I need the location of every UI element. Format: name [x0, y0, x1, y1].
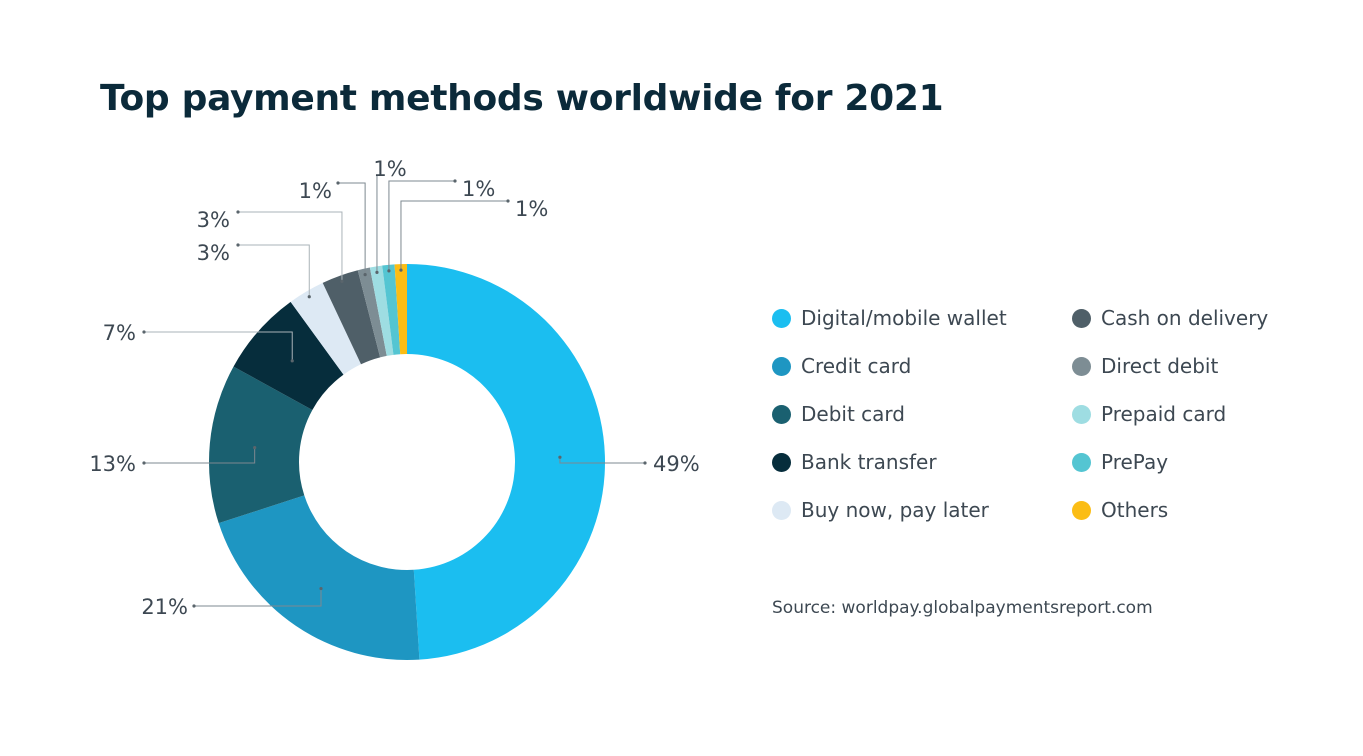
- leader-dot-debit-card: [253, 446, 257, 450]
- chart-title: Top payment methods worldwide for 2021: [100, 78, 944, 119]
- leader-dot-others: [399, 268, 403, 272]
- leader-end-dot-debit-card: [142, 461, 146, 465]
- legend-item-prepaid-card: Prepaid card: [1072, 402, 1226, 426]
- value-label-credit-card: 21%: [141, 595, 188, 619]
- slice-prepay: [382, 264, 401, 355]
- slice-direct-debit: [357, 267, 387, 358]
- leader-line-cash-on-delivery: [238, 211, 343, 282]
- slice-others: [394, 264, 407, 355]
- slice-buy-now-pay-later: [290, 282, 362, 375]
- legend-label: Others: [1101, 498, 1169, 522]
- legend-swatch: [772, 404, 791, 424]
- legend-swatch: [1072, 452, 1091, 472]
- legend-swatch: [772, 308, 791, 328]
- legend-item-digital-mobile-wallet: Digital/mobile wallet: [772, 306, 1007, 330]
- leader-dot-buy-now-pay-later: [307, 295, 311, 299]
- slice-digital-mobile-wallet: [407, 264, 605, 660]
- legend-label: Credit card: [801, 354, 912, 378]
- leader-line-digital-mobile-wallet: [559, 457, 645, 464]
- slice-cash-on-delivery: [322, 270, 381, 365]
- leader-line-others: [400, 200, 508, 271]
- slice-credit-card: [218, 495, 420, 661]
- leader-dot-prepay: [387, 269, 391, 273]
- value-label-digital-mobile-wallet: 49%: [653, 452, 700, 476]
- leader-dot-bank-transfer: [290, 359, 294, 363]
- value-labels: 49% 21% 13% 7% 3% 3% 1% 1% 1% 1%: [89, 157, 699, 619]
- legend-item-credit-card: Credit card: [772, 354, 911, 378]
- leader-end-dot-buy-now-pay-later: [236, 243, 240, 247]
- legend-label: Buy now, pay later: [801, 498, 989, 522]
- leader-line-credit-card: [194, 588, 322, 607]
- value-label-prepay: 1%: [462, 177, 495, 201]
- leader-end-dot-digital-mobile-wallet: [643, 461, 647, 465]
- source-note: Source: worldpay.globalpaymentsreport.co…: [772, 598, 1153, 618]
- legend-label: Digital/mobile wallet: [801, 306, 1007, 330]
- slice-debit-card: [209, 366, 313, 524]
- legend-label: PrePay: [1101, 450, 1169, 474]
- legend-swatch: [772, 500, 791, 520]
- donut-slices: [209, 264, 605, 661]
- value-label-buy-now-pay-later: 3%: [197, 241, 230, 265]
- leader-line-debit-card: [144, 447, 256, 464]
- legend-item-others: Others: [1072, 498, 1168, 522]
- legend-label: Prepaid card: [1101, 402, 1227, 426]
- legend-swatch: [1072, 404, 1091, 424]
- leader-line-direct-debit: [338, 182, 366, 275]
- legend-swatch: [1072, 356, 1091, 376]
- leader-dot-digital-mobile-wallet: [558, 455, 562, 459]
- value-label-direct-debit: 1%: [299, 179, 332, 203]
- leader-end-dot-prepay: [453, 179, 457, 183]
- leader-end-dot-credit-card: [192, 604, 196, 608]
- leader-line-buy-now-pay-later: [238, 244, 310, 297]
- legend-swatch: [1072, 308, 1091, 328]
- legend-item-buy-now-pay-later: Buy now, pay later: [772, 498, 989, 522]
- value-label-others: 1%: [515, 197, 548, 221]
- legend-swatch: [1072, 500, 1091, 520]
- leader-dot-credit-card: [319, 586, 323, 591]
- value-label-bank-transfer: 7%: [103, 321, 136, 345]
- legend-item-bank-transfer: Bank transfer: [772, 450, 937, 474]
- leader-dot-direct-debit: [363, 273, 367, 277]
- value-label-debit-card: 13%: [89, 452, 136, 476]
- legend-item-debit-card: Debit card: [772, 402, 905, 426]
- value-label-cash-on-delivery: 3%: [197, 208, 230, 232]
- legend-item-direct-debit: Direct debit: [1072, 354, 1218, 378]
- legend-label: Bank transfer: [801, 450, 937, 474]
- slice-bank-transfer: [233, 301, 344, 410]
- leader-line-prepay: [388, 180, 455, 271]
- legend-swatch: [772, 356, 791, 376]
- leader-lines: [142, 176, 647, 608]
- leader-end-dot-cash-on-delivery: [236, 210, 240, 214]
- leader-end-dot-bank-transfer: [142, 330, 146, 334]
- legend-label: Direct debit: [1101, 354, 1219, 378]
- leader-end-dot-direct-debit: [336, 181, 340, 185]
- value-label-prepaid-card: 1%: [373, 157, 406, 181]
- slice-prepaid-card: [369, 265, 394, 356]
- legend-item-cash-on-delivery: Cash on delivery: [1072, 306, 1268, 330]
- legend-item-prepay: PrePay: [1072, 450, 1168, 474]
- legend-label: Cash on delivery: [1101, 306, 1269, 330]
- leader-line-bank-transfer: [144, 331, 293, 361]
- leader-dot-prepaid-card: [375, 270, 379, 274]
- legend-swatch: [772, 452, 791, 472]
- leader-end-dot-others: [506, 199, 510, 203]
- legend-label: Debit card: [801, 402, 905, 426]
- leader-dot-cash-on-delivery: [340, 279, 344, 283]
